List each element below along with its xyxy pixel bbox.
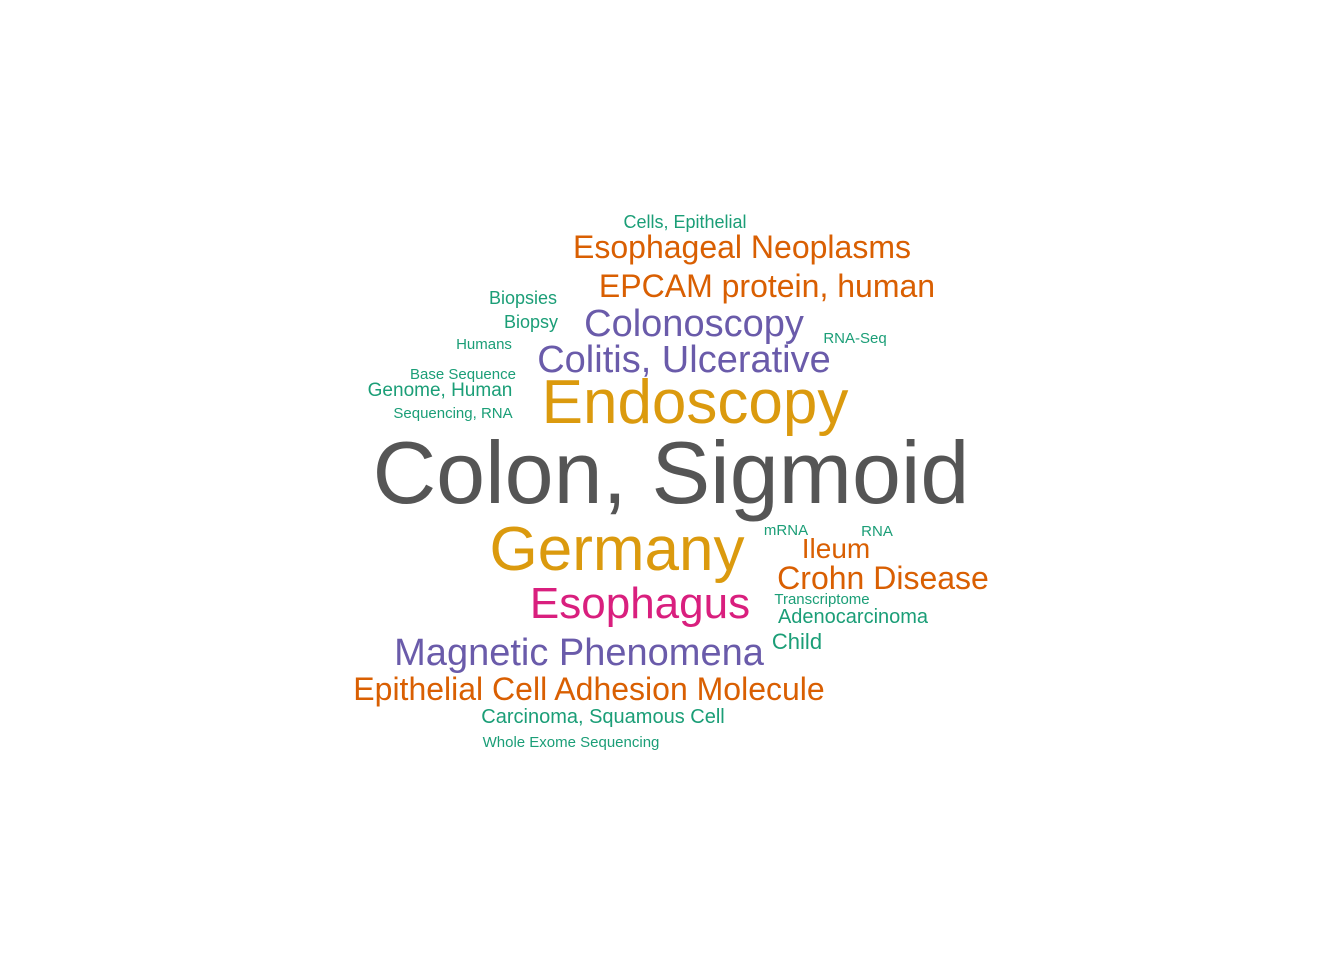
word-transcriptome: Transcriptome bbox=[774, 590, 870, 608]
word-cells-epithelial: Cells, Epithelial bbox=[623, 212, 747, 232]
word-crohn-disease: Crohn Disease bbox=[777, 560, 989, 596]
word-biopsy: Biopsy bbox=[503, 312, 559, 332]
word-rna-seq: RNA-Seq bbox=[823, 329, 887, 347]
word-adenocarcinoma: Adenocarcinoma bbox=[777, 606, 929, 628]
word-carcinoma-squamous-cell: Carcinoma, Squamous Cell bbox=[481, 706, 725, 728]
word-base-sequence: Base Sequence bbox=[410, 365, 516, 383]
word-mrna: mRNA bbox=[763, 521, 809, 539]
word-genome-human: Genome, Human bbox=[367, 379, 513, 401]
word-sequencing-rna: Sequencing, RNA bbox=[393, 404, 513, 422]
word-epithelial-cell-adhesion-molecule: Epithelial Cell Adhesion Molecule bbox=[353, 671, 825, 707]
word-biopsies: Biopsies bbox=[488, 288, 558, 308]
word-esophagus: Esophagus bbox=[529, 579, 751, 628]
word-endoscopy: Endoscopy bbox=[541, 368, 849, 437]
word-ileum: Ileum bbox=[801, 533, 871, 564]
word-epcam-protein-human: EPCAM protein, human bbox=[598, 268, 936, 304]
word-humans: Humans bbox=[456, 335, 512, 353]
word-colonoscopy: Colonoscopy bbox=[584, 303, 804, 345]
word-colitis-ulcerative: Colitis, Ulcerative bbox=[537, 339, 831, 381]
word-germany: Germany bbox=[489, 515, 745, 584]
word-child: Child bbox=[771, 629, 823, 654]
word-colon-sigmoid: Colon, Sigmoid bbox=[372, 423, 970, 522]
word-esophageal-neoplasms: Esophageal Neoplasms bbox=[573, 229, 911, 265]
word-magnetic-phenomena: Magnetic Phenomena bbox=[394, 632, 764, 674]
word-whole-exome-sequencing: Whole Exome Sequencing bbox=[482, 733, 660, 751]
word-rna: RNA bbox=[861, 522, 893, 540]
